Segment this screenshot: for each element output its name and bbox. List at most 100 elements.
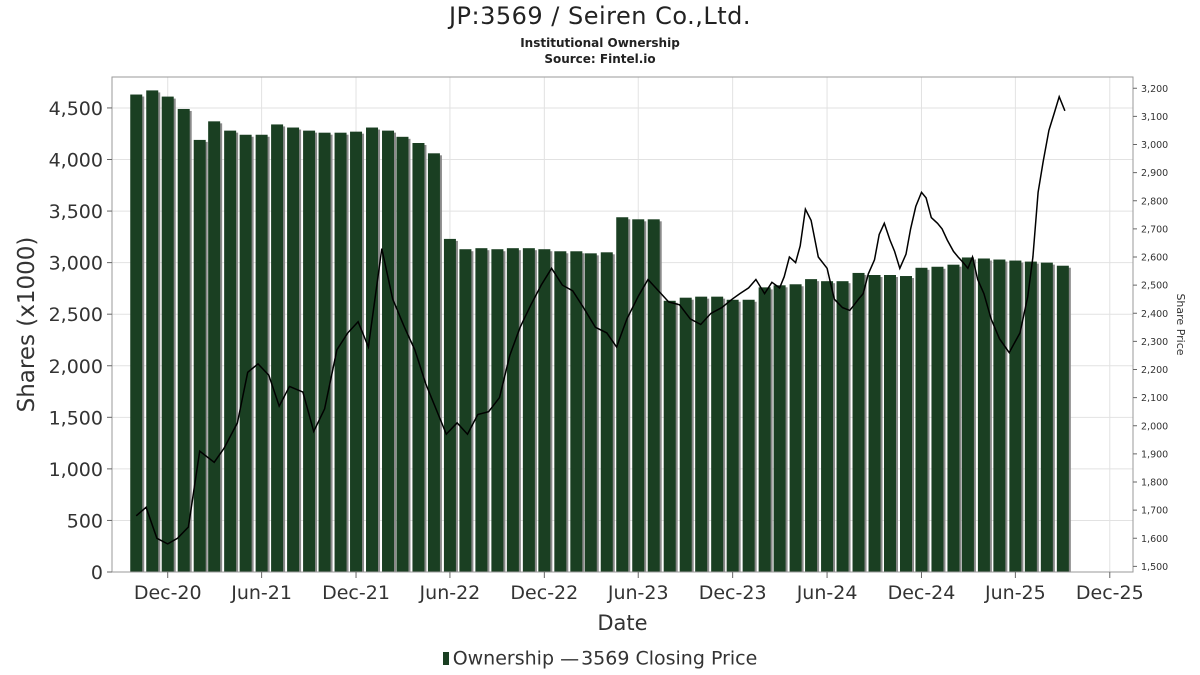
bar	[868, 275, 881, 572]
bar	[773, 285, 786, 572]
bar	[899, 276, 912, 572]
bar	[977, 258, 990, 572]
y-axis-title: Shares (x1000)	[14, 237, 40, 413]
bar	[663, 300, 676, 572]
y2-tick-label: 2,900	[1141, 168, 1168, 179]
bar	[884, 275, 897, 572]
y2-tick-label: 3,200	[1141, 84, 1168, 95]
bar	[412, 143, 425, 572]
bar	[1024, 261, 1037, 572]
y2-tick-label: 3,000	[1141, 140, 1168, 151]
plot-frame	[111, 76, 1134, 573]
bar	[726, 299, 739, 572]
y2-tick-label: 3,100	[1141, 112, 1168, 123]
bar	[318, 132, 331, 572]
bar	[961, 257, 974, 572]
bar	[161, 96, 174, 572]
y2-tick-label: 1,900	[1141, 449, 1168, 460]
y2-tick-label: 2,300	[1141, 337, 1168, 348]
y-tick-label: 3,000	[49, 253, 103, 275]
bar	[271, 124, 284, 572]
bar	[616, 217, 629, 572]
bar	[821, 281, 834, 572]
bar	[600, 252, 613, 572]
x-tick-label: Jun-22	[419, 582, 481, 604]
x-tick-label: Dec-22	[510, 582, 578, 604]
chart-subtitle: Institutional Ownership	[520, 36, 680, 50]
bar	[695, 296, 708, 572]
bar	[711, 296, 724, 572]
bar	[789, 284, 802, 572]
y2-tick-label: 2,100	[1141, 393, 1168, 404]
bar	[506, 248, 519, 572]
y-tick-label: 4,000	[49, 150, 103, 172]
bar	[931, 266, 944, 572]
y2-tick-label: 2,600	[1141, 253, 1168, 264]
bar	[852, 272, 865, 572]
bar	[366, 127, 379, 572]
bar	[475, 248, 488, 572]
y-tick-label: 0	[91, 562, 103, 584]
x-tick-label: Jun-24	[796, 582, 858, 604]
y2-tick-label: 1,800	[1141, 478, 1168, 489]
bar	[396, 136, 409, 572]
y-tick-label: 2,000	[49, 356, 103, 378]
x-tick-label: Dec-24	[888, 582, 956, 604]
legend-price-label: 3569 Closing Price	[581, 647, 758, 670]
price-line	[135, 94, 1066, 545]
bar	[836, 281, 849, 572]
y2-tick-label: 2,700	[1141, 224, 1168, 235]
bar	[130, 94, 143, 572]
bar	[947, 264, 960, 572]
y2-tick-label: 2,400	[1141, 309, 1168, 320]
y-tick-label: 4,500	[49, 98, 103, 120]
bar	[647, 219, 660, 572]
chart-source: Source: Fintel.io	[544, 52, 656, 66]
bar	[459, 249, 472, 572]
bar	[350, 131, 363, 572]
bar	[303, 130, 316, 572]
y2-tick-label: 1,500	[1141, 562, 1168, 573]
bar	[554, 251, 567, 572]
bar	[224, 130, 237, 572]
bar	[915, 267, 928, 572]
y-tick-label: 3,500	[49, 201, 103, 223]
bar	[208, 121, 221, 572]
bar	[382, 130, 395, 572]
bar	[679, 297, 692, 572]
bar	[255, 134, 268, 572]
y2-tick-label: 2,800	[1141, 196, 1168, 207]
x-axis-title: Date	[597, 611, 647, 635]
bar	[443, 238, 456, 572]
x-tick-label: Dec-25	[1076, 582, 1144, 604]
bar	[146, 90, 159, 572]
y-tick-label: 1,000	[49, 459, 103, 481]
x-tick-label: Jun-21	[230, 582, 292, 604]
y2-tick-label: 2,000	[1141, 421, 1168, 432]
bar	[287, 127, 300, 572]
y-tick-label: 500	[67, 510, 103, 532]
bar	[805, 279, 818, 572]
x-tick-label: Dec-21	[322, 582, 390, 604]
bar	[632, 219, 645, 572]
bar	[1040, 262, 1053, 572]
bar	[742, 299, 755, 572]
bar	[239, 134, 252, 572]
bar	[993, 259, 1006, 572]
y-tick-label: 1,500	[49, 407, 103, 429]
legend-price-line-symbol: —	[560, 647, 580, 670]
x-tick-label: Dec-20	[134, 582, 202, 604]
y2-tick-label: 2,500	[1141, 281, 1168, 292]
bar	[538, 249, 551, 572]
y2-axis-title: Share Price	[1174, 293, 1187, 355]
legend-ownership-label: Ownership	[452, 647, 555, 670]
bar	[584, 253, 597, 572]
y2-tick-label: 1,700	[1141, 506, 1168, 517]
bar	[334, 132, 347, 572]
x-tick-label: Jun-23	[607, 582, 669, 604]
bar	[522, 248, 535, 572]
bar	[570, 251, 583, 572]
bar	[1056, 265, 1069, 572]
